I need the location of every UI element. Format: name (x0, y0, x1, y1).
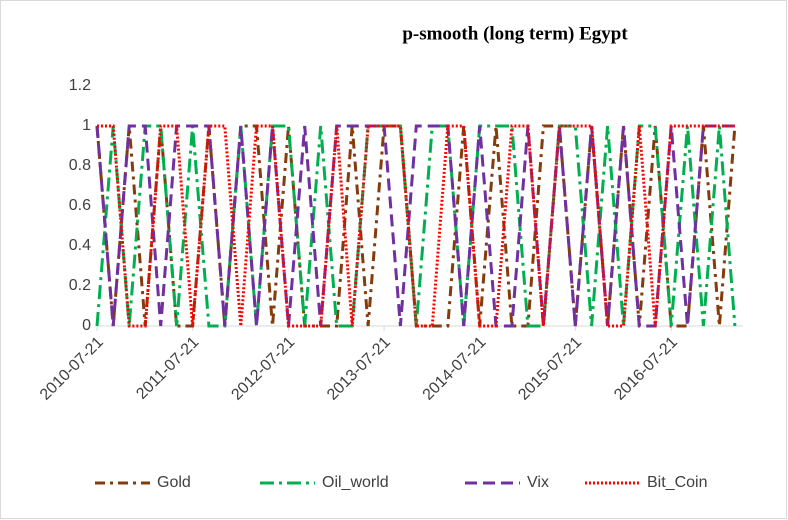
legend-label: Oil_world (322, 474, 389, 491)
legend-label: Bit_Coin (647, 474, 707, 491)
chart-title: p-smooth (long term) Egypt (402, 23, 628, 44)
y-tick-label: 0.6 (69, 197, 91, 214)
y-tick-label: 0.8 (69, 157, 91, 174)
series-line (95, 124, 737, 328)
y-tick-label: 1.2 (69, 77, 91, 94)
series-line (95, 124, 735, 328)
legend-label: Gold (157, 474, 191, 491)
y-tick-label: 0 (82, 317, 91, 334)
y-tick-label: 0.2 (69, 277, 91, 294)
legend-label: Vix (527, 474, 549, 491)
y-tick-label: 0.4 (69, 237, 91, 254)
series-line (95, 124, 737, 328)
y-tick-label: 1 (82, 117, 91, 134)
